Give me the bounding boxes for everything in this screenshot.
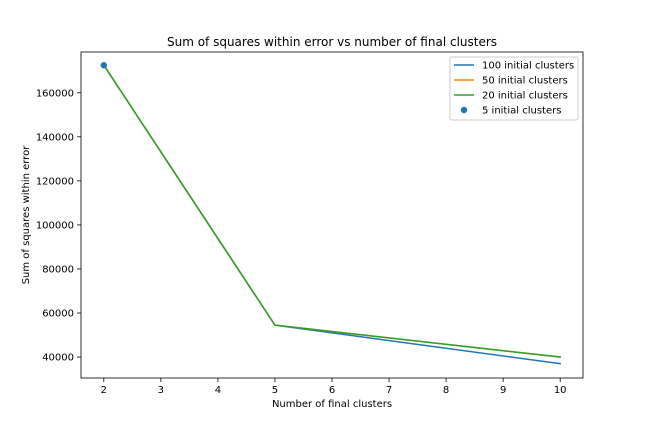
x-axis-title: Number of final clusters — [272, 399, 392, 410]
legend-label: 100 initial clusters — [482, 61, 574, 72]
x-tick-label: 8 — [443, 385, 449, 396]
x-tick-label: 3 — [158, 385, 164, 396]
y-tick-label: 100000 — [36, 220, 74, 231]
x-tick-label: 5 — [272, 385, 278, 396]
y-tick-label: 40000 — [42, 353, 74, 364]
x-tick-label: 6 — [329, 385, 335, 396]
scatter-point — [100, 62, 108, 69]
x-tick-label: 2 — [101, 385, 107, 396]
y-tick-label: 60000 — [42, 309, 74, 320]
y-tick-label: 120000 — [36, 176, 74, 187]
legend-label: 5 initial clusters — [482, 106, 561, 117]
chart-title: Sum of squares within error vs number of… — [167, 35, 497, 49]
series-layer — [100, 62, 562, 365]
x-tick-label: 7 — [386, 385, 392, 396]
legend: 100 initial clusters 50 initial clusters 2… — [449, 56, 579, 121]
legend-items: 100 initial clusters 50 initial clusters 2… — [454, 61, 574, 117]
legend-label: 50 initial clusters — [482, 76, 568, 87]
x-axis: 2 3 4 5 6 7 8 9 10 — [101, 378, 567, 396]
y-tick-label: 160000 — [36, 88, 74, 99]
legend-box — [449, 56, 579, 121]
y-tick-label: 80000 — [42, 264, 74, 275]
x-tick-label: 4 — [215, 385, 221, 396]
legend-marker-swatch — [460, 106, 468, 114]
legend-label: 20 initial clusters — [482, 91, 568, 102]
x-tick-label: 9 — [500, 385, 506, 396]
x-tick-label: 10 — [554, 385, 567, 396]
y-tick-label: 140000 — [36, 132, 74, 143]
y-axis: 40000 60000 80000 100000 120000 140000 160000 — [36, 88, 81, 364]
series-line-2 — [102, 64, 562, 358]
y-axis-title: Sum of squares within error — [21, 145, 32, 284]
